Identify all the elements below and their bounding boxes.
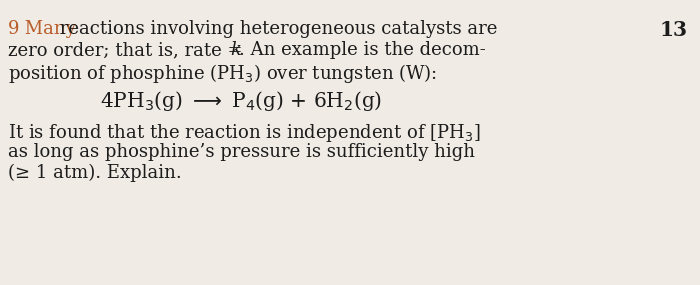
Text: zero order; that is, rate =: zero order; that is, rate = [8,41,248,59]
Text: . An example is the decom-: . An example is the decom- [239,41,486,59]
Text: k: k [230,41,241,59]
Text: 4PH$_3$(g) $\longrightarrow$ P$_4$(g) + 6H$_2$(g): 4PH$_3$(g) $\longrightarrow$ P$_4$(g) + … [100,89,382,113]
Text: Many: Many [19,20,76,38]
Text: as long as phosphine’s pressure is sufficiently high: as long as phosphine’s pressure is suffi… [8,143,475,161]
Text: position of phosphine (PH$_3$) over tungsten (W):: position of phosphine (PH$_3$) over tung… [8,62,438,85]
Text: reactions involving heterogeneous catalysts are: reactions involving heterogeneous cataly… [54,20,498,38]
Text: 9: 9 [8,20,20,38]
Text: It is found that the reaction is independent of [PH$_3$]: It is found that the reaction is indepen… [8,122,480,144]
Text: (≥ 1 atm). Explain.: (≥ 1 atm). Explain. [8,164,182,182]
Text: 13: 13 [660,20,688,40]
